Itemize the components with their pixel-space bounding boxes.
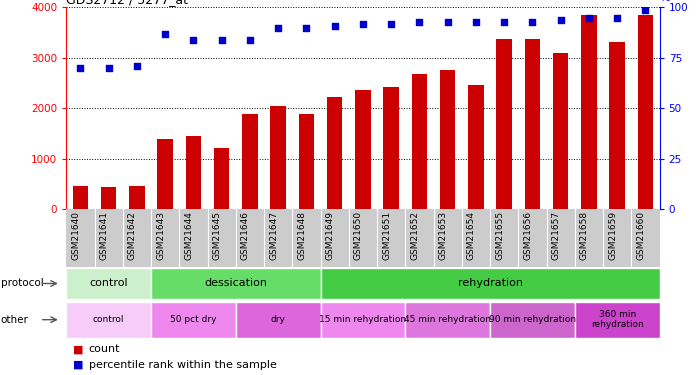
Text: protocol: protocol [1,279,43,288]
Point [273,25,284,31]
Text: other: other [1,315,29,325]
Text: control: control [93,315,124,324]
Text: GSM21653: GSM21653 [439,211,447,260]
Text: %: % [660,0,670,3]
Bar [214,148,230,209]
FancyBboxPatch shape [151,302,236,338]
Bar [553,53,568,209]
Bar [412,74,427,209]
Point [414,19,425,25]
Text: GSM21645: GSM21645 [213,211,222,260]
Bar [129,186,144,209]
FancyBboxPatch shape [490,302,575,338]
Point [385,21,396,27]
Text: GDS2712 / 5277_at: GDS2712 / 5277_at [66,0,188,6]
Bar [327,97,343,209]
FancyBboxPatch shape [406,302,490,338]
Point [611,15,623,21]
Text: GSM21651: GSM21651 [383,211,391,260]
Text: dessication: dessication [205,279,267,288]
Bar [299,114,314,209]
Text: GSM21659: GSM21659 [608,211,617,260]
Text: 90 min rehydration: 90 min rehydration [489,315,576,324]
Point [470,19,482,25]
Bar [270,106,286,209]
Text: GSM21654: GSM21654 [467,211,476,260]
FancyBboxPatch shape [66,302,151,338]
Text: GSM21655: GSM21655 [495,211,504,260]
Text: GSM21652: GSM21652 [410,211,419,260]
Point [527,19,538,25]
Text: 50 pct dry: 50 pct dry [170,315,216,324]
Bar [638,15,653,209]
Point [584,15,595,21]
Point [244,37,255,43]
Point [329,22,341,28]
Text: count: count [89,344,120,354]
Text: GSM21641: GSM21641 [100,211,109,260]
FancyBboxPatch shape [66,209,660,267]
Bar [383,87,399,209]
Point [160,31,171,37]
Text: GSM21657: GSM21657 [551,211,560,260]
Point [103,65,114,71]
Bar [468,84,484,209]
Text: GSM21643: GSM21643 [156,211,165,260]
Text: GSM21647: GSM21647 [269,211,279,260]
Point [301,25,312,31]
Text: GSM21642: GSM21642 [128,211,137,260]
Text: 45 min rehydration: 45 min rehydration [404,315,491,324]
Bar [581,15,597,209]
Point [442,19,453,25]
Bar [186,136,201,209]
FancyBboxPatch shape [236,302,320,338]
Bar [158,140,173,209]
Bar [73,186,88,209]
Bar [355,90,371,209]
Bar [101,187,117,209]
Bar [525,39,540,209]
Bar [242,114,258,209]
Bar [609,42,625,209]
Point [75,65,86,71]
Point [640,6,651,12]
Point [131,63,142,69]
Text: dry: dry [271,315,285,324]
Text: GSM21649: GSM21649 [326,211,335,260]
Text: GSM21646: GSM21646 [241,211,250,260]
Text: GSM21644: GSM21644 [184,211,193,260]
Text: GSM21658: GSM21658 [580,211,589,260]
Text: percentile rank within the sample: percentile rank within the sample [89,360,276,370]
Text: GSM21650: GSM21650 [354,211,363,260]
Text: GSM21648: GSM21648 [297,211,306,260]
Text: ■: ■ [73,344,87,354]
FancyBboxPatch shape [320,302,406,338]
Text: 15 min rehydration: 15 min rehydration [320,315,406,324]
Point [498,19,510,25]
Text: 360 min
rehydration: 360 min rehydration [591,310,644,329]
Text: GSM21656: GSM21656 [524,211,533,260]
Point [357,21,369,27]
Point [188,37,199,43]
Bar [496,39,512,209]
FancyBboxPatch shape [320,268,660,298]
Text: GSM21640: GSM21640 [71,211,80,260]
FancyBboxPatch shape [151,268,320,298]
FancyBboxPatch shape [66,268,151,298]
Text: control: control [89,279,128,288]
Text: GSM21660: GSM21660 [637,211,646,260]
Text: ■: ■ [73,360,87,370]
Point [216,37,228,43]
FancyBboxPatch shape [575,302,660,338]
Text: rehydration: rehydration [458,279,523,288]
Bar [440,70,456,209]
Point [555,16,566,22]
